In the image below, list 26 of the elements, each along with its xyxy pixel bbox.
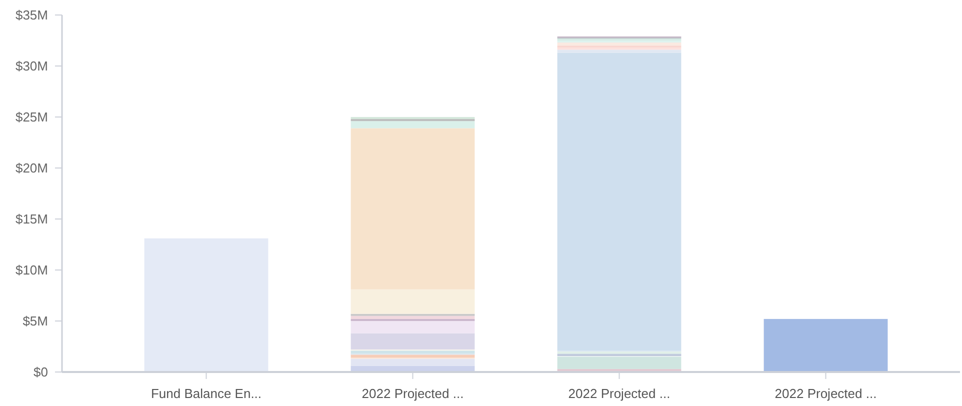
bar — [764, 318, 888, 372]
bar — [144, 238, 268, 372]
bar — [350, 316, 475, 319]
bar — [350, 358, 475, 366]
y-tick-label: $20M — [15, 160, 48, 176]
bar — [350, 350, 475, 354]
y-tick-label: $25M — [15, 110, 48, 125]
x-tick-label: 2022 Projected ... — [362, 386, 464, 401]
bar — [350, 321, 475, 334]
y-tick-label: $10M — [15, 262, 48, 278]
bar — [557, 52, 682, 351]
x-tick-label: 2022 Projected ... — [568, 386, 670, 401]
bar — [557, 50, 682, 53]
bar — [557, 356, 682, 369]
bar — [350, 128, 475, 290]
bar — [350, 333, 475, 350]
bar — [350, 354, 475, 358]
bar — [350, 289, 475, 314]
y-tick-label: $15M — [15, 212, 48, 227]
x-tick-label: Fund Balance En... — [150, 386, 262, 401]
y-tick-label: $30M — [15, 58, 48, 74]
y-tick-label: $5M — [22, 314, 48, 329]
x-tick-label: 2022 Projected ... — [774, 386, 877, 401]
y-tick-label: $0 — [34, 364, 48, 380]
y-tick-label: $35M — [15, 8, 48, 23]
bar — [350, 121, 475, 128]
